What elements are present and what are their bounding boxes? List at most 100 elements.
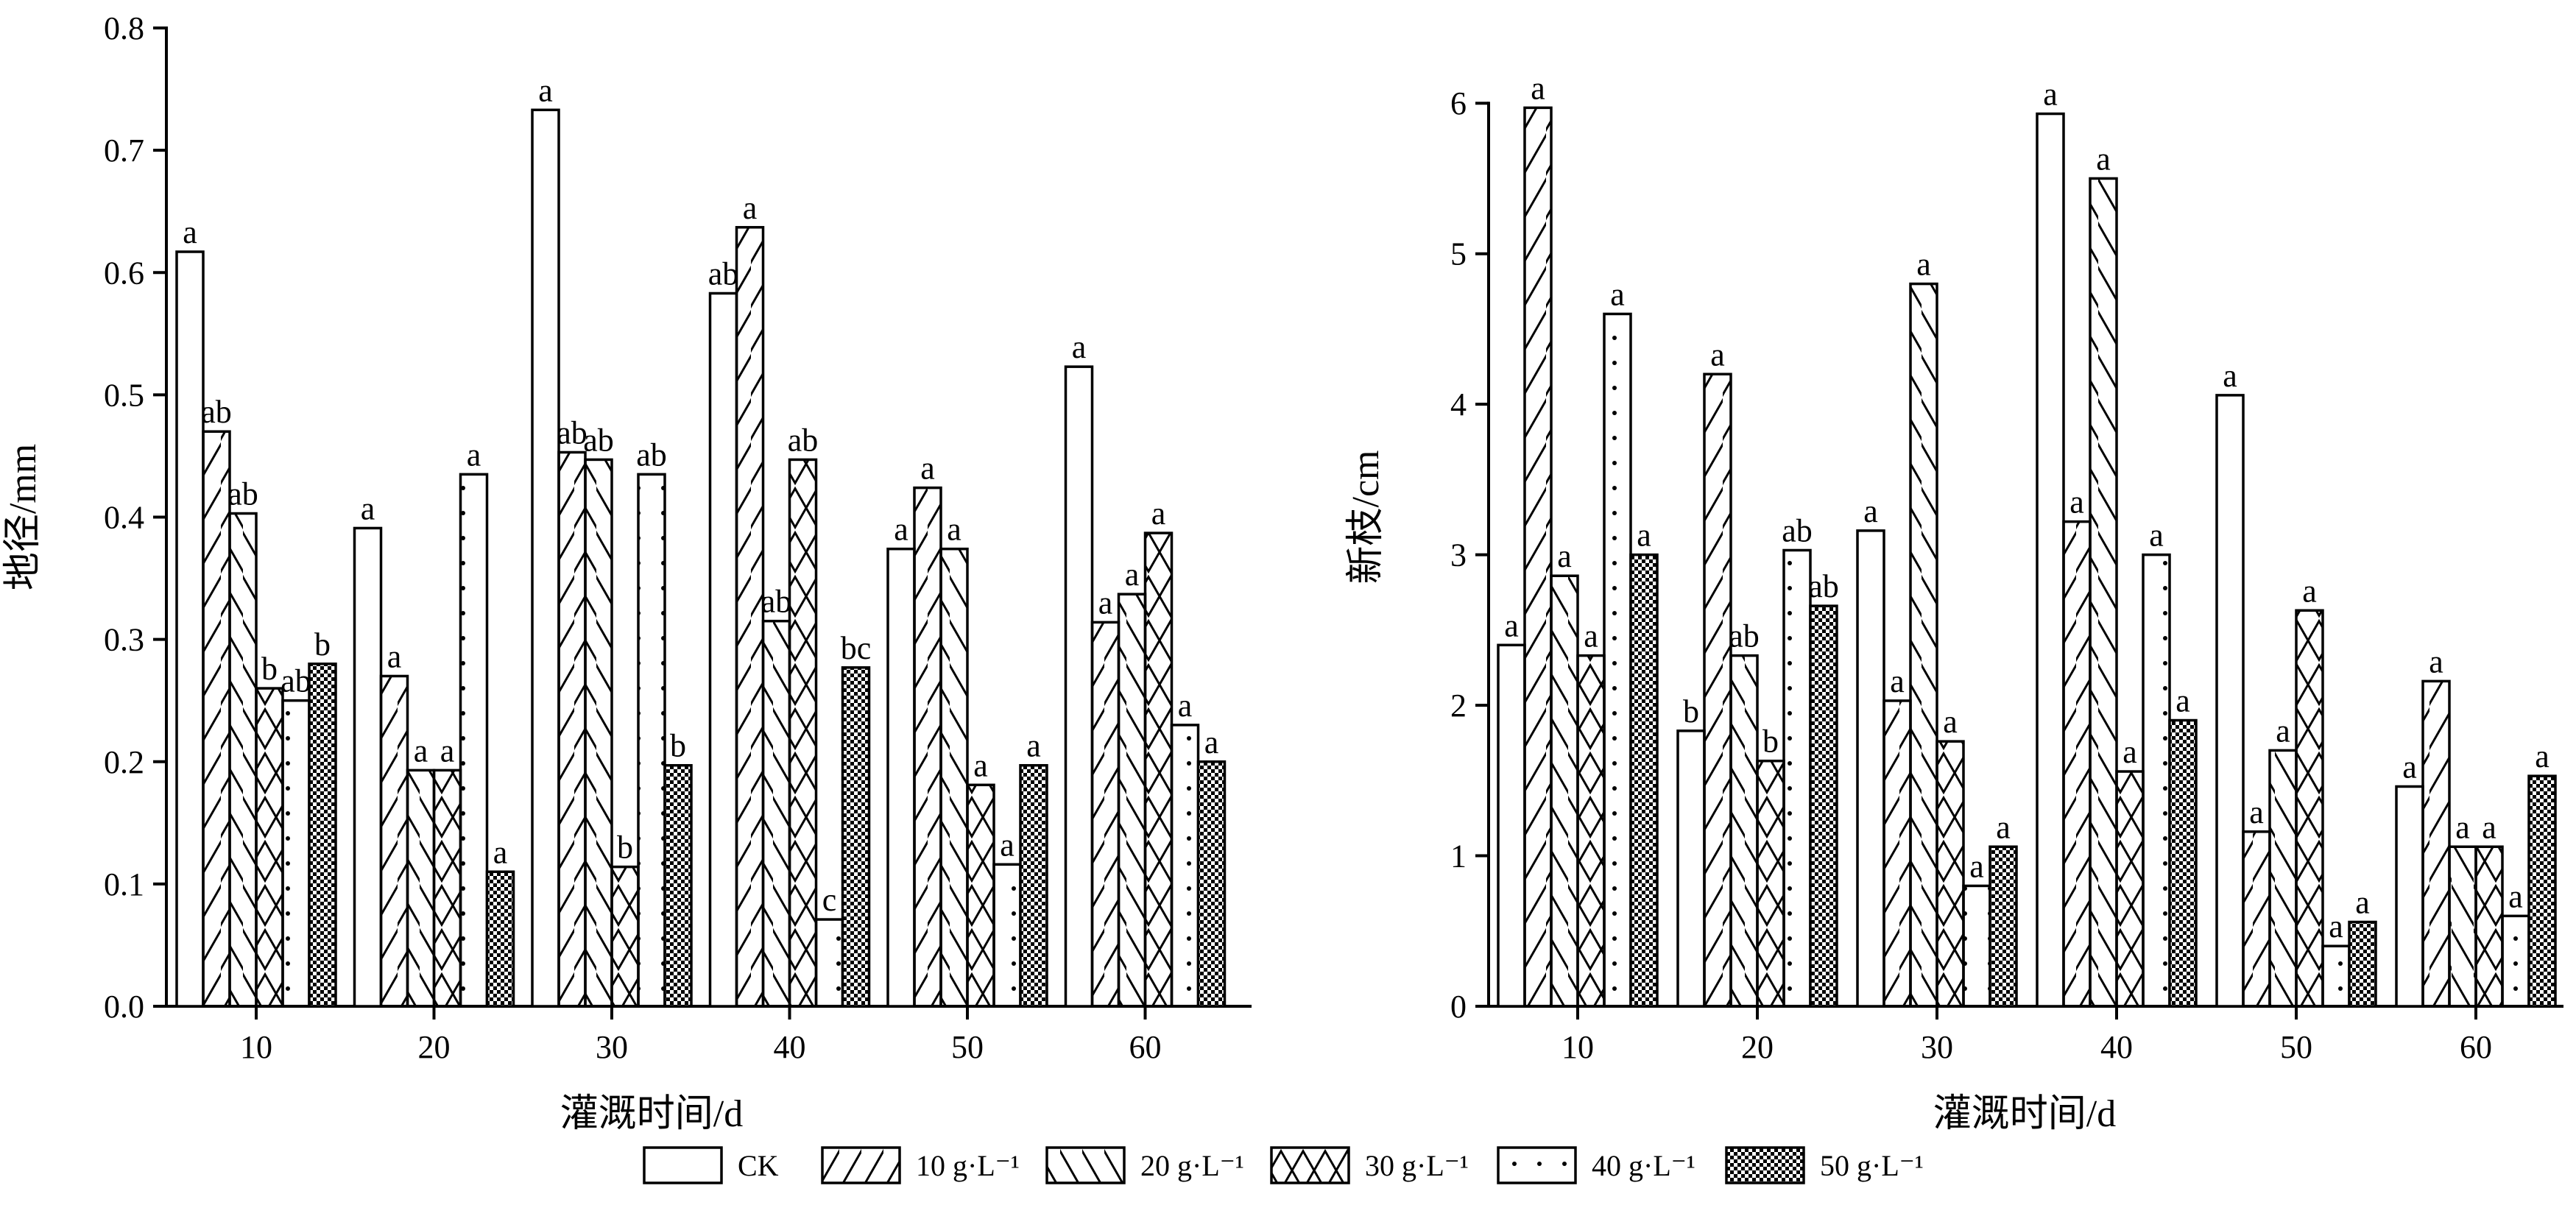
legend-label: 50 g·L⁻¹ [1820, 1149, 1924, 1182]
significance-label: b [1683, 693, 1699, 729]
significance-label: a [1943, 704, 1958, 740]
bar [379, 674, 409, 1008]
significance-label: ab [557, 414, 587, 451]
significance-label: a [1584, 618, 1598, 654]
x-tick-label: 20 [1741, 1029, 1774, 1065]
y-tick-label: 6 [1450, 85, 1467, 121]
bar [2142, 553, 2171, 1008]
y-tick-label: 1 [1450, 838, 1467, 875]
significance-label: ab [227, 476, 258, 512]
bar [886, 547, 916, 1008]
significance-label: ab [788, 422, 819, 458]
bar [1729, 654, 1759, 1008]
x-tick-label: 20 [418, 1029, 451, 1065]
bar [2168, 718, 2198, 1008]
bar [1935, 740, 1965, 1008]
legend-label: 10 g·L⁻¹ [916, 1149, 1020, 1182]
bar [788, 458, 818, 1008]
significance-label: ab [280, 663, 311, 699]
significance-label: ab [761, 584, 792, 620]
y-tick-label: 0 [1450, 989, 1467, 1025]
y-tick-label: 0.1 [104, 866, 144, 902]
y-tick-label: 0.3 [104, 622, 144, 658]
significance-label: a [1916, 247, 1931, 283]
bar [913, 486, 942, 1008]
x-tick-label: 40 [774, 1029, 806, 1065]
legend-swatch [1045, 1146, 1126, 1184]
bar [485, 870, 515, 1008]
significance-label: a [743, 190, 758, 226]
legend-swatch [1497, 1146, 1577, 1184]
significance-label: a [1072, 329, 1087, 365]
y-tick-label: 4 [1450, 386, 1467, 423]
bar [459, 473, 489, 1008]
x-tick-label: 50 [2280, 1029, 2312, 1065]
significance-label: a [440, 732, 455, 768]
significance-label: a [1710, 336, 1725, 372]
x-tick-label: 10 [240, 1029, 272, 1065]
bar [202, 430, 231, 1008]
bar [228, 512, 258, 1008]
x-tick-label: 10 [1562, 1029, 1594, 1065]
significance-label: a [183, 214, 197, 250]
significance-label: a [2329, 908, 2343, 944]
significance-label: a [361, 490, 375, 526]
bar [531, 108, 560, 1008]
significance-label: a [387, 638, 402, 674]
bar [1117, 593, 1147, 1008]
significance-label: b [1762, 724, 1779, 760]
significance-label: a [1610, 276, 1625, 312]
significance-label: a [1637, 517, 1651, 554]
significance-label: bc [841, 630, 872, 666]
bar [610, 865, 640, 1008]
y-axis-title: 地径/mm [2, 444, 44, 590]
significance-label: a [538, 72, 553, 108]
bar [1550, 574, 1579, 1008]
bar [1703, 372, 1732, 1008]
significance-label: b [261, 651, 278, 687]
bar [761, 619, 791, 1008]
bar [1090, 621, 1121, 1008]
bar [2062, 520, 2092, 1008]
bar [175, 250, 205, 1008]
y-axis-title: 新枝/cm [1345, 451, 1387, 584]
bar [1064, 365, 1094, 1008]
x-tick-label: 40 [2100, 1029, 2133, 1065]
significance-label: ab [636, 437, 667, 473]
bar [1989, 845, 2018, 1008]
bar [1143, 531, 1174, 1008]
significance-label: ab [1729, 618, 1760, 654]
bar [1756, 759, 1785, 1008]
bar [1882, 699, 1912, 1008]
bar [1019, 763, 1048, 1008]
new-shoot-panel: 0123456aaaaaa10baabbabab20aaaaaa30aaaaaa… [1345, 70, 2563, 1135]
bar [584, 458, 613, 1008]
bar [1676, 729, 1706, 1008]
bar [663, 763, 693, 1008]
significance-label: a [1531, 70, 1545, 106]
bar [1962, 884, 1991, 1008]
significance-label: a [1557, 538, 1572, 574]
y-tick-label: 0.0 [104, 989, 144, 1025]
significance-label: c [822, 882, 837, 918]
bar [2295, 609, 2324, 1008]
bar [2321, 944, 2351, 1008]
significance-label: a [894, 512, 908, 548]
x-tick-label: 50 [951, 1029, 984, 1065]
significance-label: a [1996, 809, 2011, 845]
bar [353, 526, 383, 1008]
y-tick-label: 5 [1450, 236, 1467, 272]
bar [1170, 724, 1200, 1008]
legend: CK 10 g·L⁻¹ 20 g·L⁻¹ 30 g·L⁻¹ 40 g·L⁻¹ 50 g·L… [643, 1146, 1924, 1184]
significance-label: ab [583, 422, 614, 458]
significance-label: b [670, 728, 686, 764]
bar [1196, 760, 1227, 1008]
bar [2215, 394, 2245, 1008]
significance-label: a [1151, 495, 1166, 531]
bar [557, 451, 587, 1008]
legend-label: 20 g·L⁻¹ [1140, 1149, 1244, 1182]
significance-label: a [2355, 885, 2370, 921]
bar [841, 666, 871, 1008]
